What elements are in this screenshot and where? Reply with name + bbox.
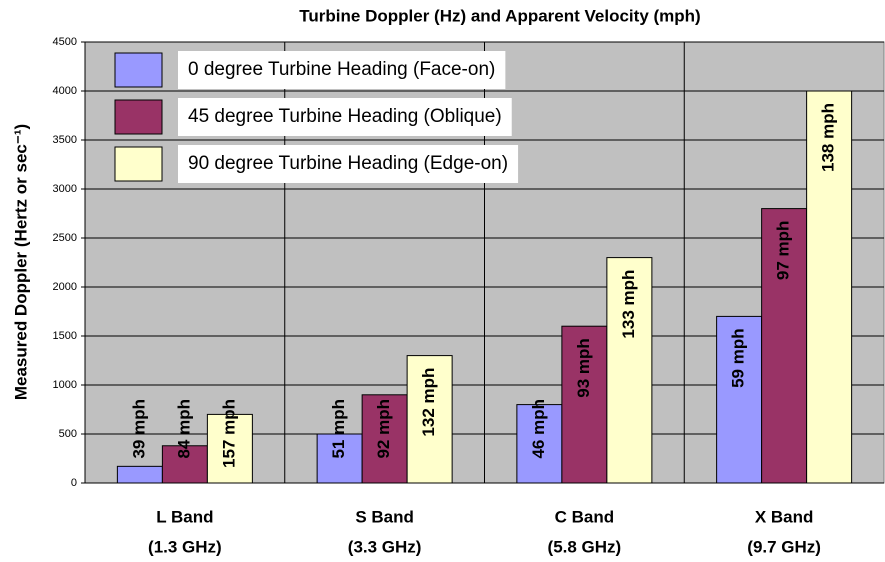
y-tick-label: 500 — [59, 428, 77, 440]
bar-label: 84 mph — [174, 399, 193, 459]
bar-label: 133 mph — [619, 270, 638, 339]
bar — [716, 315, 763, 484]
bar-label: 93 mph — [574, 338, 593, 398]
x-tick-sublabel: (5.8 GHz) — [548, 537, 622, 556]
bar — [116, 465, 163, 484]
legend-swatch — [114, 52, 163, 88]
bar — [516, 404, 563, 484]
x-tick-label: L Band — [156, 507, 213, 526]
bar — [806, 90, 853, 484]
legend-label: 90 degree Turbine Heading (Edge-on) — [188, 153, 508, 174]
legend-swatch — [114, 146, 163, 182]
y-tick-label: 4500 — [53, 36, 77, 48]
bar-label: 138 mph — [819, 103, 838, 172]
y-tick-label: 3500 — [53, 134, 77, 146]
y-tick-label: 4000 — [53, 85, 77, 97]
x-tick-label: C Band — [555, 507, 615, 526]
bar — [316, 433, 363, 484]
bar-label: 46 mph — [529, 399, 548, 459]
bar-label: 132 mph — [419, 368, 438, 437]
x-tick-label: S Band — [355, 507, 414, 526]
bar-label: 39 mph — [129, 399, 148, 459]
bar — [361, 394, 408, 484]
y-tick-label: 1500 — [53, 330, 77, 342]
legend-label-bg — [178, 145, 519, 183]
bar — [206, 413, 253, 484]
bar-label: 51 mph — [329, 399, 348, 459]
legend-label: 0 degree Turbine Heading (Face-on) — [188, 59, 495, 80]
bar — [161, 445, 208, 484]
bar-label: 157 mph — [219, 399, 238, 468]
bar-label: 92 mph — [374, 399, 393, 459]
bar-label: 97 mph — [774, 221, 793, 281]
bar — [561, 325, 608, 484]
x-tick-sublabel: (9.7 GHz) — [747, 537, 821, 556]
bar — [606, 257, 653, 484]
legend-label: 45 degree Turbine Heading (Oblique) — [188, 106, 502, 127]
chart-title: Turbine Doppler (Hz) and Apparent Veloci… — [299, 6, 700, 25]
legend-label-bg — [178, 98, 512, 136]
x-tick-label: X Band — [755, 507, 814, 526]
bar — [761, 208, 808, 484]
y-tick-label: 3000 — [53, 183, 77, 195]
y-tick-label: 0 — [71, 477, 77, 489]
bar-label: 59 mph — [729, 328, 748, 388]
y-axis-label: Measured Doppler (Hertz or sec⁻¹) — [11, 124, 30, 400]
legend-label-bg — [178, 51, 506, 89]
y-tick-label: 1000 — [53, 379, 77, 391]
x-tick-sublabel: (1.3 GHz) — [148, 537, 222, 556]
bar — [406, 355, 453, 484]
y-tick-label: 2500 — [53, 232, 77, 244]
legend-swatch — [114, 99, 163, 135]
y-tick-label: 2000 — [53, 281, 77, 293]
x-tick-sublabel: (3.3 GHz) — [348, 537, 422, 556]
